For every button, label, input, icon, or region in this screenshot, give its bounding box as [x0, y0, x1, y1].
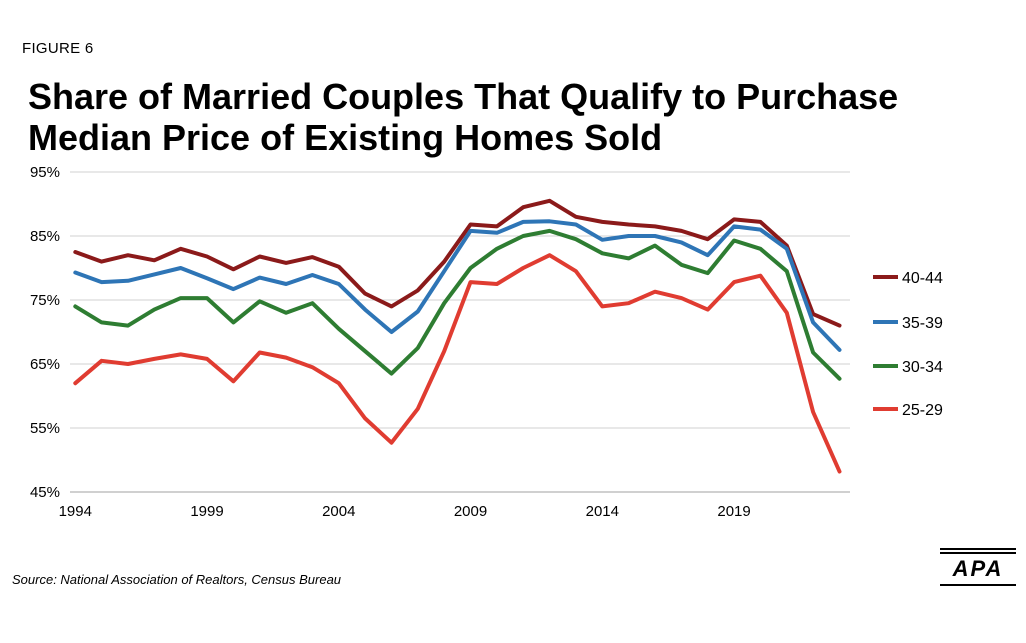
- legend-label-35-39: 35-39: [902, 315, 943, 332]
- figure-label: FIGURE 6: [22, 40, 94, 57]
- y-tick-label: 85%: [30, 228, 60, 245]
- apa-logo: APA: [938, 548, 1018, 588]
- logo-text: APA: [952, 556, 1004, 581]
- y-axis-tick-labels: 45% 55% 65% 75% 85% 95%: [30, 164, 60, 501]
- source-note: Source: National Association of Realtors…: [12, 572, 342, 587]
- x-tick-label: 2004: [322, 503, 355, 520]
- chart-title-line-1: Share of Married Couples That Qualify to…: [28, 76, 899, 117]
- chart-title: Share of Married Couples That Qualify to…: [28, 76, 988, 158]
- chart-title-line-2: Median Price of Existing Homes Sold: [28, 117, 663, 158]
- y-tick-label: 45%: [30, 484, 60, 501]
- logo-rule-top: [940, 548, 1016, 550]
- series-line-25-29: [73, 253, 842, 474]
- series-line-40-44: [73, 198, 842, 328]
- y-tick-label: 55%: [30, 420, 60, 437]
- series-line-35-39: [73, 219, 842, 352]
- legend: 40-44 35-39 30-34 25-29: [873, 270, 943, 419]
- y-tick-label: 95%: [30, 164, 60, 181]
- x-axis-tick-labels: 1994 1999 2004 2009 2014 2019: [59, 503, 751, 520]
- logo-rule-bottom: [940, 584, 1016, 586]
- x-tick-label: 1994: [59, 503, 92, 520]
- legend-label-25-29: 25-29: [902, 402, 943, 419]
- y-tick-label: 65%: [30, 356, 60, 373]
- x-tick-label: 2014: [586, 503, 619, 520]
- x-tick-label: 2019: [717, 503, 750, 520]
- series-lines: [73, 198, 842, 474]
- legend-label-30-34: 30-34: [902, 359, 943, 376]
- y-tick-label: 75%: [30, 292, 60, 309]
- series-line-30-34: [73, 228, 842, 381]
- x-tick-label: 1999: [190, 503, 223, 520]
- logo-rule-top-2: [940, 552, 1016, 554]
- x-tick-label: 2009: [454, 503, 487, 520]
- legend-label-40-44: 40-44: [902, 270, 943, 287]
